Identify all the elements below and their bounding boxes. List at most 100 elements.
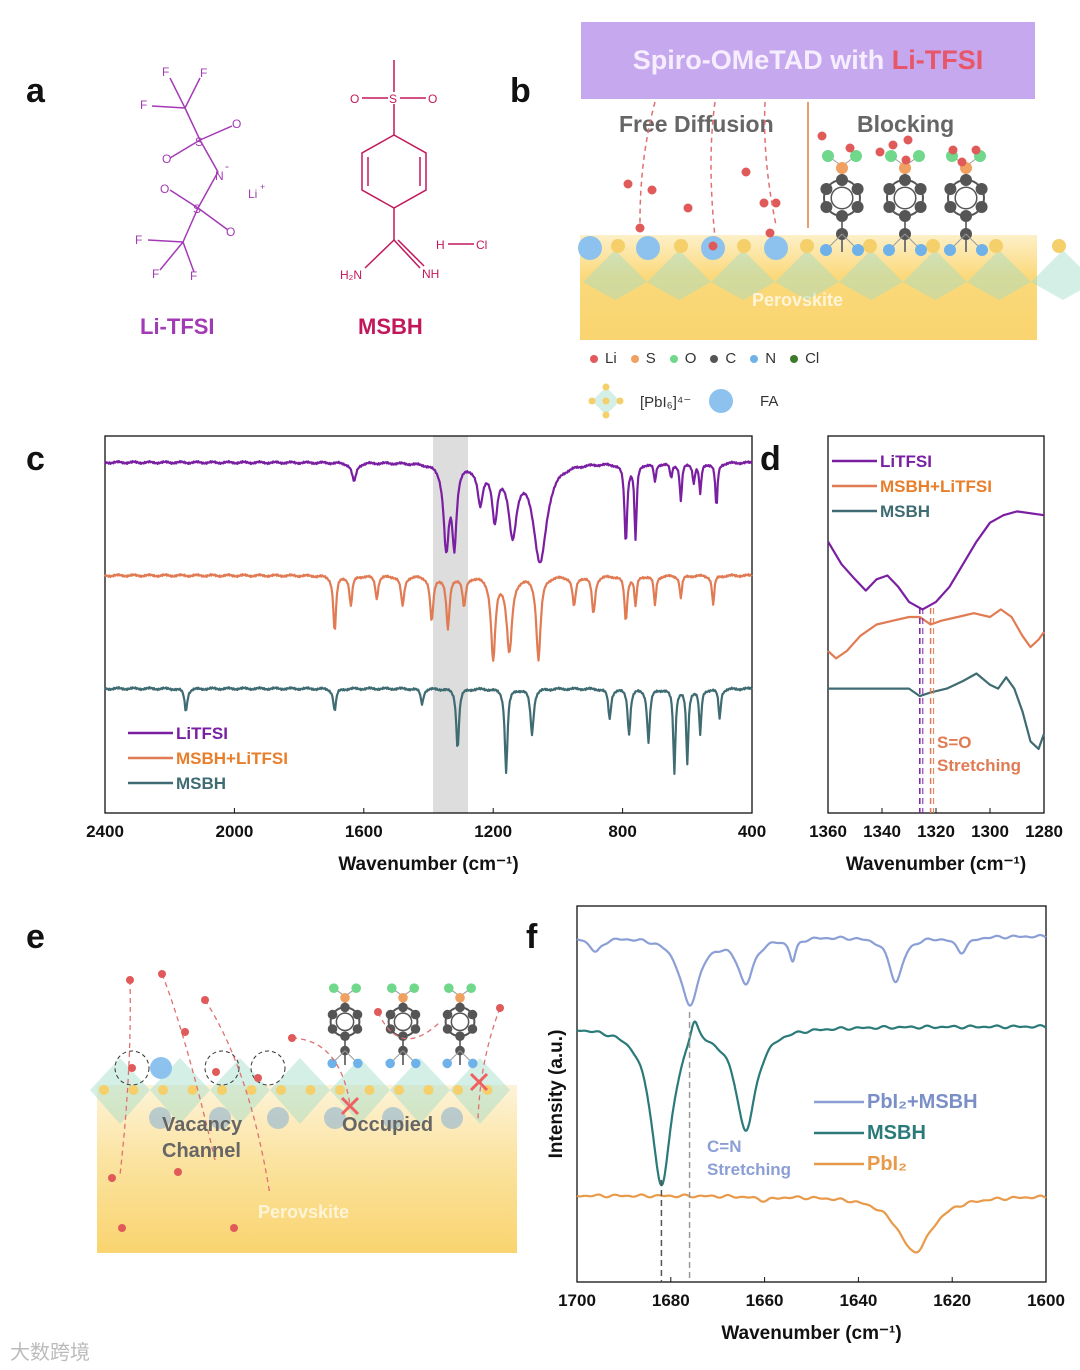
pbi6-octahedron (839, 250, 903, 300)
li-ion (957, 157, 967, 167)
legend-label: N (765, 350, 777, 367)
li-ion (635, 223, 645, 233)
li-ion (741, 167, 751, 177)
annotation-text: Stretching (707, 1160, 791, 1179)
legend-label: PbI₂ (867, 1153, 907, 1175)
diffusion-arrow (639, 101, 656, 226)
pbi6-octahedron (390, 1058, 450, 1124)
svg-text:NH: NH (422, 267, 439, 281)
x-tick-label: 1320 (917, 822, 955, 841)
pb-atom (863, 239, 877, 253)
pb-atom (616, 397, 624, 405)
svg-text:O: O (428, 92, 437, 106)
series-line-litfsi (104, 459, 753, 564)
li-ion (759, 198, 769, 208)
diffusion-arrow (377, 1011, 441, 1040)
series-line-litfsi (827, 510, 1045, 611)
panel-label-d: d (760, 440, 781, 478)
legend-label: LiTFSI (880, 452, 932, 471)
svg-text:O: O (350, 92, 359, 106)
diffusion-arrow (291, 1037, 351, 1106)
chart-d: 1360 1340 1320 1300 1280 Wavenumber (cm⁻¹) S=O… (809, 435, 1063, 875)
legend-label: PbI₂+MSBH (867, 1091, 978, 1113)
pb-atom (305, 1085, 316, 1095)
li-ion (212, 1068, 220, 1076)
x-tick-label: 2000 (215, 822, 253, 841)
li-ion (496, 1004, 504, 1012)
y-axis-label: Intensity (a.u.) (546, 1030, 567, 1159)
fa-cation (267, 1107, 289, 1129)
li-ion (254, 1074, 262, 1082)
diffusion-arrow (477, 1007, 501, 1121)
li-ion (708, 241, 718, 251)
li-ion (174, 1168, 182, 1176)
pb-atom (602, 411, 610, 419)
fa-cation (636, 236, 660, 260)
x-tick-label: 1340 (863, 822, 901, 841)
x-tick-label: 1700 (558, 1291, 596, 1310)
svg-text:F: F (152, 267, 159, 281)
series-line-pbi- (576, 1193, 1047, 1254)
annotation-text: S=O (937, 733, 972, 752)
pbi6-octahedron (1031, 250, 1080, 300)
series-line-msbh-litfsi (104, 572, 753, 662)
pbi6-octahedron (90, 1058, 150, 1124)
annotation-text: C=N (707, 1137, 741, 1156)
li-ion (948, 145, 958, 155)
fa-cation (150, 1057, 172, 1079)
plot-frame (104, 435, 753, 814)
series-line-msbh (576, 1020, 1047, 1187)
fa-legend-label: FA (760, 393, 779, 410)
fa-cation (382, 1107, 404, 1129)
series-line-msbh (104, 685, 753, 776)
legend-item-li: Li (590, 350, 617, 367)
pbi6-octahedron (583, 250, 647, 300)
series-group (104, 459, 753, 776)
li-ion (230, 1224, 238, 1232)
svg-text:+: + (260, 182, 265, 192)
litfsi-atoms: F F F S O O N- Li + S O O F F F (135, 65, 265, 283)
free-diffusion-label: Free Diffusion (619, 111, 774, 137)
pb-atom (926, 239, 940, 253)
annotation-text: Stretching (937, 756, 1021, 775)
panel-b-schematic (578, 101, 1080, 419)
panel-a-structures: F F F S O O N- Li + S O O F F F O O S H Cl H₂N NH (135, 60, 487, 283)
li-ion (181, 1028, 189, 1036)
legend-label: Li (605, 350, 617, 367)
pbi6-octahedron (903, 250, 967, 300)
panel-label-f: f (526, 918, 538, 956)
li-ion (875, 147, 885, 157)
x-tick-label: 1620 (933, 1291, 971, 1310)
svg-text:S: S (193, 202, 201, 216)
svg-text:F: F (190, 269, 197, 283)
occupied-label: Occupied (342, 1114, 434, 1136)
litfsi-structure (147, 77, 233, 273)
x-tick-label: 1680 (652, 1291, 690, 1310)
pbi6-legend-label: [PbI₆]⁴⁻ (640, 394, 692, 411)
vacancy-label: Vacancy (162, 1114, 243, 1136)
vacancy-circle (250, 1050, 286, 1086)
blocking-label: Blocking (857, 111, 955, 137)
msbh-structure (361, 60, 474, 269)
li-ion (765, 228, 775, 238)
channel-label: Channel (162, 1140, 241, 1162)
li-ion (845, 143, 855, 153)
pbi6-octahedron (967, 250, 1031, 300)
panel-label-c: c (26, 440, 45, 478)
series-line-pbi-msbh (576, 933, 1047, 1007)
msbh-name: MSBH (358, 314, 423, 339)
chart-c: 2400 2000 1600 1200 800 400 Wavenumber (cm⁻¹) L… (86, 435, 766, 875)
svg-text:N: N (215, 169, 224, 183)
x-axis-label: Wavenumber (cm⁻¹) (846, 854, 1026, 875)
li-ion (118, 1224, 126, 1232)
x-axis-label: Wavenumber (cm⁻¹) (338, 854, 518, 875)
pb-atom (674, 239, 688, 253)
spiro-banner: Spiro-OMeTAD with Li-TFSI (581, 22, 1035, 99)
li-ion (201, 996, 209, 1004)
legend-label: MSBH (176, 774, 226, 793)
svg-text:O: O (232, 117, 241, 131)
msbh-molecule-icon (442, 983, 478, 1069)
plot-frame (576, 905, 1047, 1283)
